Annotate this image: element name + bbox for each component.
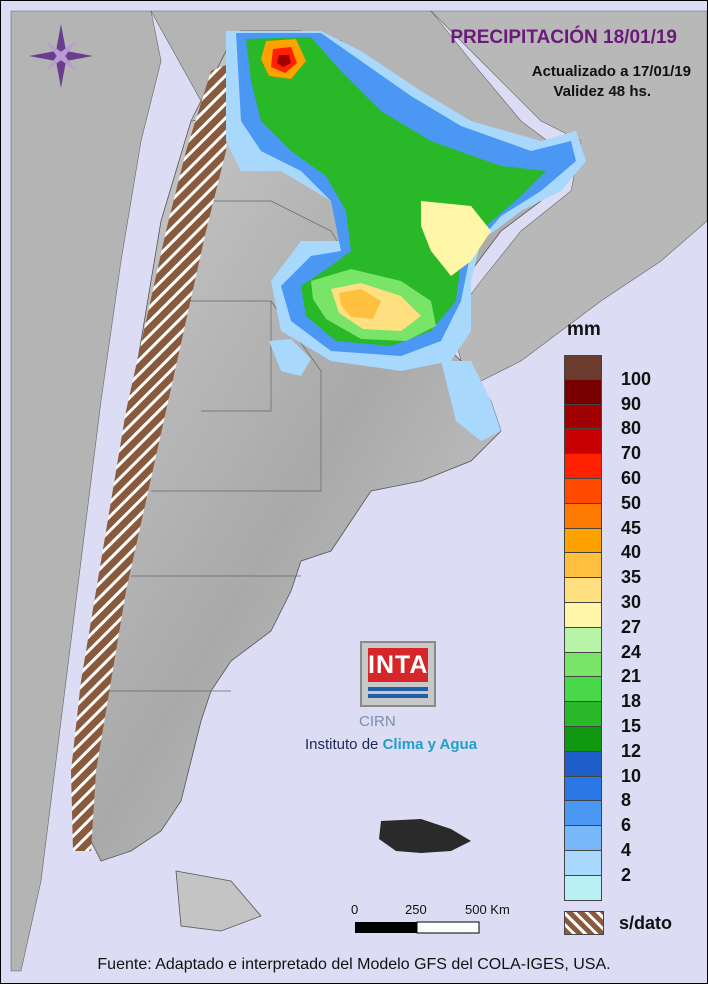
cirn-label: CIRN [359,713,396,730]
legend-color-bar [564,355,602,901]
legend-label: 100 [621,368,652,389]
legend-label: 6 [621,815,632,836]
inta-logo-text: INTA [368,648,428,682]
source-footer: Fuente: Adaptado e interpretado del Mode… [97,956,611,973]
legend-swatch [564,553,602,579]
tierra-del-fuego [175,870,262,932]
institute-prefix: Instituto de [305,736,383,753]
legend-swatch [564,528,602,554]
scale-bar [355,921,480,934]
legend-swatch [564,850,602,876]
legend-label: 45 [621,517,642,538]
legend-swatch [564,875,602,901]
legend-label: 90 [621,393,642,414]
legend-swatch [564,826,602,851]
precipitation-fields [226,31,586,441]
validity-note: Validez 48 hs. [553,83,651,100]
no-data-swatch [564,911,604,935]
legend-swatch [564,652,602,678]
legend-swatch [564,429,602,455]
legend-label: 2 [621,864,632,885]
institute-highlight: Clima y Agua [382,736,478,753]
update-date: Actualizado a 17/01/19 [531,63,691,80]
scale-label-0: 0 [351,902,359,917]
logo-stripe-2 [368,694,428,698]
legend-label: 80 [621,418,642,439]
legend-label: 21 [621,666,642,687]
legend-swatch [564,578,602,603]
legend-swatch [564,627,602,653]
scale-label-500: 500 Km [465,902,510,917]
legend-label: 24 [621,641,642,662]
legend-swatch [564,355,602,380]
legend-swatch [564,478,602,504]
inta-logo: INTA [360,641,436,707]
legend-label: 12 [621,740,642,761]
map-title: PRECIPITACIÓN 18/01/19 [450,27,677,48]
legend-swatch [564,454,602,479]
legend-label: 70 [621,443,642,464]
legend-swatch [564,751,602,777]
legend-label: 30 [621,592,642,612]
no-data-zone [71,61,236,851]
legend-swatch [564,404,602,430]
legend-swatch [564,677,602,703]
legend-swatch [564,801,602,827]
compass-rose-icon [29,24,93,88]
legend-swatch [564,702,602,727]
legend-label: 60 [621,468,642,488]
no-data-label: s/dato [619,913,673,933]
institute-name: Instituto de Clima y Agua [305,736,477,753]
legend-label: 8 [621,790,632,811]
legend-unit: mm [567,319,601,340]
legend-label: 4 [621,840,632,860]
legend-swatch [564,602,602,628]
malvinas-islands [379,819,471,853]
legend-label: 10 [621,765,642,786]
legend-label: 40 [621,542,642,563]
legend-label: 18 [621,691,642,712]
legend-label: 27 [621,616,642,637]
legend-label: 35 [621,567,642,588]
scale-label-250: 250 [405,902,427,917]
legend-swatch [564,503,602,529]
logo-stripe-1 [368,687,428,691]
chile-land [10,10,162,972]
legend-swatch [564,776,602,802]
legend-label: 50 [621,492,642,513]
legend-swatch [564,379,602,405]
legend-swatch [564,726,602,752]
legend-label: 15 [621,716,642,736]
